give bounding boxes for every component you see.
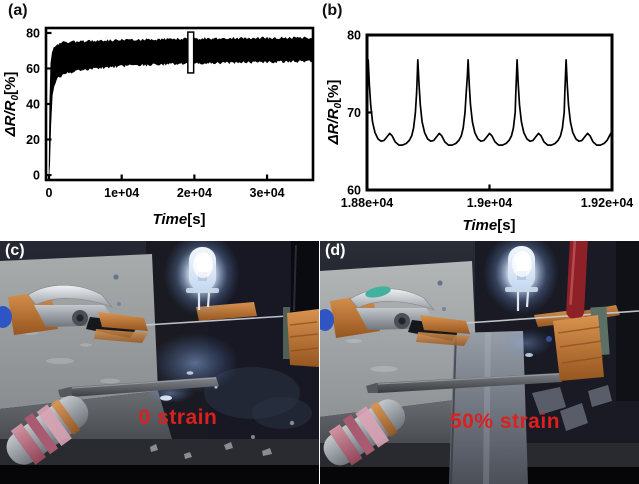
glue-patch bbox=[252, 397, 312, 429]
trace-band bbox=[48, 36, 313, 176]
blue-speck bbox=[546, 336, 552, 342]
stage-bottom bbox=[0, 465, 319, 484]
y-tick-label: 70 bbox=[347, 106, 361, 120]
y-axis-label: ΔR/R0[%] bbox=[2, 72, 21, 138]
sample-strip bbox=[70, 377, 219, 397]
red-clip bbox=[566, 241, 588, 320]
x-tick-label: 1.92e+04 bbox=[581, 196, 634, 210]
vertical-bar-edge bbox=[450, 332, 457, 484]
foil-debris bbox=[532, 385, 612, 431]
clip-pivot-center bbox=[76, 314, 84, 322]
glow-speck bbox=[525, 353, 533, 357]
signal-curve bbox=[367, 58, 612, 146]
plate-speckles bbox=[22, 331, 120, 384]
x-tick-label: 1.9e+04 bbox=[467, 196, 513, 210]
copper-texture bbox=[557, 326, 604, 364]
wrapped-clip bbox=[6, 395, 89, 465]
panel-label-d: (d) bbox=[325, 242, 346, 259]
photo-scene-c bbox=[0, 241, 319, 484]
sample-strip-tip bbox=[366, 383, 378, 393]
strip-highlight bbox=[71, 377, 217, 389]
copper-texture bbox=[289, 321, 319, 352]
panel-label-c: (c) bbox=[5, 242, 25, 259]
led-legs bbox=[516, 291, 530, 311]
alligator-clip bbox=[320, 286, 470, 346]
specimen-wire bbox=[465, 310, 639, 324]
copper-block bbox=[553, 315, 604, 381]
clip-teal-pad bbox=[365, 286, 391, 298]
glow-speck bbox=[186, 371, 194, 375]
debris-sparkles bbox=[150, 420, 295, 459]
led-core bbox=[193, 252, 213, 278]
screw-dot bbox=[437, 280, 443, 286]
sample-strip bbox=[376, 373, 562, 393]
chart-a: 0 1e+04 2e+04 3e+04 0 20 40 60 80 Time[s] ΔR/R0[%] bbox=[2, 26, 315, 228]
clip-jaw-copper bbox=[420, 315, 470, 334]
x-axis-label: Time[s] bbox=[152, 211, 205, 228]
chart-b: 1.88e+04 1.9e+04 1.92e+04 60 70 80 Time[s] ΔR/R… bbox=[325, 29, 633, 235]
alligator-clip bbox=[0, 284, 148, 343]
led-core bbox=[512, 251, 532, 277]
screw-dot bbox=[117, 302, 121, 306]
x-tick-label: 1.88e+04 bbox=[341, 196, 394, 210]
copper-block bbox=[287, 309, 319, 367]
y-tick-label: 0 bbox=[33, 169, 40, 183]
x-tick-label: 1e+04 bbox=[104, 186, 139, 200]
strain-caption-d: 50% strain bbox=[449, 410, 561, 433]
photo-panel-d: (d) 50% strain bbox=[320, 241, 639, 484]
far-right-dark bbox=[616, 241, 639, 401]
y-axis-label: ΔR/R0[%] bbox=[325, 80, 344, 146]
x-tick-label: 0 bbox=[46, 186, 53, 200]
wrapped-clip bbox=[323, 399, 406, 466]
x-axis-label: Time[s] bbox=[462, 217, 515, 234]
x-tick-label: 3e+04 bbox=[250, 186, 285, 200]
led-legs bbox=[197, 292, 211, 310]
photo-scene-d bbox=[320, 241, 639, 484]
strain-caption-c: 0 strain bbox=[138, 406, 218, 429]
y-tick-label: 60 bbox=[347, 184, 361, 198]
clip-jaw-copper-lower bbox=[416, 332, 470, 346]
panel-label-b: (b) bbox=[322, 2, 343, 19]
screw-dot bbox=[113, 274, 119, 280]
floor-glow bbox=[151, 333, 239, 393]
y-tick-label: 20 bbox=[26, 133, 40, 147]
y-tick-label: 40 bbox=[26, 98, 40, 112]
clip-lever bbox=[27, 284, 113, 308]
screw-dot bbox=[442, 307, 446, 311]
panel-label-a: (a) bbox=[8, 2, 28, 19]
floor-glow bbox=[500, 329, 552, 357]
strip-highlight bbox=[377, 373, 560, 385]
y-tick-label: 60 bbox=[26, 62, 40, 76]
y-tick-label: 80 bbox=[26, 26, 40, 40]
x-tick-label: 2e+04 bbox=[177, 186, 212, 200]
zoom-region-marker bbox=[187, 31, 195, 74]
y-tick-label: 80 bbox=[347, 29, 361, 43]
vertical-bar-sheen bbox=[483, 332, 491, 484]
vertical-bar bbox=[449, 331, 528, 484]
sample-strip-tip bbox=[58, 387, 72, 397]
clip-jaw-copper-lower bbox=[94, 329, 148, 343]
right-electrode-clip bbox=[283, 241, 319, 367]
charts-canvas: 0 1e+04 2e+04 3e+04 0 20 40 60 80 Time[s] ΔR/R0[%]… bbox=[2, 26, 633, 235]
clip-blue-tip bbox=[320, 309, 334, 331]
clip-blue-tip bbox=[0, 306, 12, 328]
glow-speck bbox=[160, 395, 172, 401]
led bbox=[164, 241, 240, 316]
led bbox=[483, 241, 559, 315]
clip-pivot-center bbox=[398, 317, 406, 325]
clip-jaw-copper bbox=[98, 312, 148, 331]
photo-panel-c: (c) 0 strain bbox=[0, 241, 319, 484]
